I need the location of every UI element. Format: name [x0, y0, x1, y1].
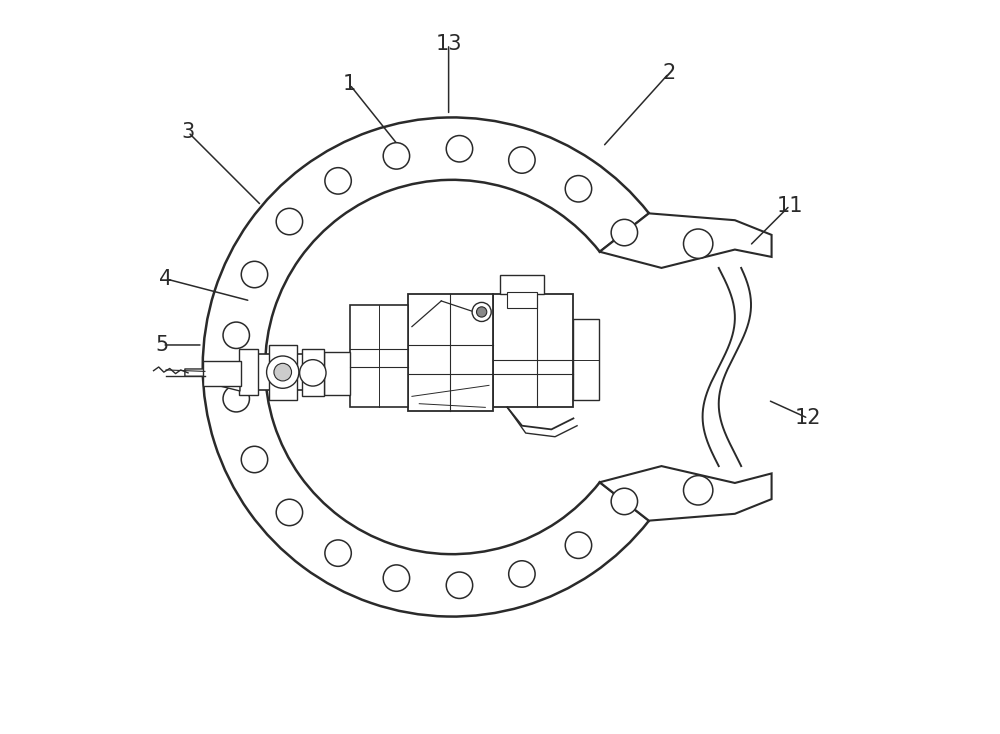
Circle shape [477, 307, 487, 317]
Circle shape [223, 385, 249, 412]
Text: 5: 5 [156, 335, 169, 355]
Circle shape [565, 175, 592, 202]
Circle shape [446, 572, 473, 598]
Circle shape [684, 229, 713, 258]
Circle shape [241, 446, 268, 473]
Circle shape [509, 147, 535, 173]
Bar [500, 275, 544, 294]
Circle shape [383, 565, 410, 592]
Bar [302, 349, 324, 396]
Circle shape [274, 363, 292, 381]
Bar [269, 345, 297, 400]
Text: 11: 11 [777, 195, 803, 216]
Circle shape [223, 322, 249, 349]
Circle shape [325, 167, 351, 194]
Text: 1: 1 [343, 74, 356, 95]
Circle shape [267, 356, 299, 388]
Polygon shape [600, 466, 772, 520]
Bar [408, 294, 493, 411]
Circle shape [509, 561, 535, 587]
Circle shape [446, 136, 473, 162]
Text: 3: 3 [181, 122, 195, 142]
Circle shape [611, 219, 638, 246]
Circle shape [241, 261, 268, 288]
Text: 13: 13 [435, 34, 462, 54]
Circle shape [472, 302, 491, 321]
Bar [203, 361, 241, 386]
Bar [573, 319, 599, 400]
Text: 4: 4 [159, 269, 173, 289]
Text: 2: 2 [662, 63, 675, 84]
Bar [239, 349, 258, 395]
Circle shape [300, 360, 326, 386]
Circle shape [611, 488, 638, 515]
Circle shape [325, 540, 351, 567]
Bar [507, 292, 537, 308]
Bar [350, 305, 408, 407]
Bar [247, 354, 350, 390]
Circle shape [383, 142, 410, 169]
Circle shape [684, 476, 713, 505]
Polygon shape [600, 214, 772, 268]
Circle shape [276, 208, 303, 235]
Text: 12: 12 [795, 408, 822, 429]
Circle shape [565, 532, 592, 559]
Bar [324, 352, 350, 395]
Circle shape [276, 499, 303, 526]
Bar [493, 294, 573, 407]
